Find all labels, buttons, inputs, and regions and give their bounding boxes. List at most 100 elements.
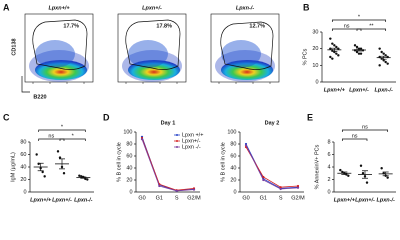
data-point [347,174,350,177]
error-bar [59,158,65,170]
y-tick-label: 100 [227,129,236,135]
y-tick-label: 4 [327,164,330,170]
data-point [333,44,336,47]
gate-percent: 12.7% [249,23,265,29]
x-tick-label: Lpxn+/+ [324,87,346,93]
data-point [43,175,46,178]
series-marker [279,186,282,189]
data-point [357,52,361,55]
flow-plot: Lpxn-/- 12.7% [210,5,280,84]
y-tick-label: 0 [129,189,132,195]
y-tick-label: 0 [233,189,236,195]
y-tick-label: 60 [20,152,26,158]
x-tick-label: Lpxn+/- [349,87,369,93]
data-point [337,47,340,50]
gate-percent: 17.7% [63,23,79,29]
x-tick-label: Lpxn+/- [52,197,72,203]
data-point [359,52,363,55]
y-tick-label: 80 [20,139,26,145]
error-bar [362,170,368,179]
significance-label: ns [362,124,368,130]
y-tick-label: 40 [126,165,132,171]
flow-density [128,60,180,80]
y-tick-label: 8 [327,139,330,145]
data-point [355,45,359,49]
series-line [245,145,299,190]
significance-label: ns [344,23,350,29]
x-tick-label: G0 [242,195,249,201]
y-tick-label: 60 [126,153,132,159]
significance-bracket [341,129,389,132]
x-tick-label: Lpxn+/- [355,197,375,203]
gate-percent: 17.8% [156,23,172,29]
series-marker [262,175,265,179]
significance-label: * [61,124,64,130]
data-point [337,54,340,57]
legend-marker [176,134,178,136]
flow-plot: Lpxn+/+ 17.7% [24,5,94,84]
data-point [35,153,38,156]
significance-bracket [356,28,387,31]
y-tick-label: 60 [230,153,236,159]
significance-bracket [341,138,368,141]
data-point [380,50,383,54]
error-bar [80,176,87,179]
data-point [335,52,338,55]
panel-label: C [3,112,10,122]
flow-plot: Lpxn+/- 17.8% [117,5,187,84]
x-tick-label: S [175,195,179,201]
data-point [86,178,89,181]
flow-density [221,60,273,80]
y-axis-label: % B cell in cycle [220,142,226,182]
x-tick-label: G2/M [187,195,201,201]
significance-bracket [38,138,65,141]
x-tick-label: G1 [156,195,163,201]
y-tick-label: 6 [327,152,330,158]
data-point [378,47,381,50]
data-point [339,168,342,172]
data-point [58,156,62,159]
data-point [378,64,381,67]
x-tick-label: S [279,195,283,201]
legend-marker [176,140,178,142]
data-point [386,62,389,65]
y-tick-label: 80 [126,141,132,147]
y-tick-label: 20 [20,177,26,183]
data-point [355,50,359,54]
series-marker [262,178,265,182]
data-point [386,176,389,179]
data-point [78,174,81,177]
y-tick-label: 10 [312,63,318,69]
y-axis-label: % B cell in cycle [116,142,122,182]
panel-label: D [103,112,110,122]
series-marker [279,187,282,191]
legend-label: Lpxn+/- [182,138,201,144]
significance-bracket [331,28,362,31]
data-point [359,164,363,167]
y-tick-label: 100 [123,129,132,135]
series-marker [296,186,300,189]
error-bar [37,162,44,172]
series-line [141,137,195,191]
series-marker [158,184,161,188]
y-tick-label: 2 [327,177,330,183]
y-axis-label: % AnnexinV+ PCs [314,144,320,189]
panel-label: E [307,112,313,122]
y-tick-label: 20 [126,177,132,183]
data-point [329,47,332,50]
significance-label: ns [48,133,54,139]
series-line [245,146,299,188]
series-line [141,139,195,192]
legend-marker [176,146,178,148]
chart-title: Day 1 [161,120,176,126]
flow-x-label: B220 [33,94,46,100]
chart-title: Day 2 [265,120,280,126]
series-marker [296,184,300,188]
series-marker [192,188,196,191]
x-tick-label: Lpxn-/- [74,197,92,203]
flow-y-label: CD138 [11,38,17,55]
data-point [365,181,369,184]
flow-density [221,40,261,68]
x-tick-label: Lpxn-/- [374,87,392,93]
error-bar [341,171,348,175]
